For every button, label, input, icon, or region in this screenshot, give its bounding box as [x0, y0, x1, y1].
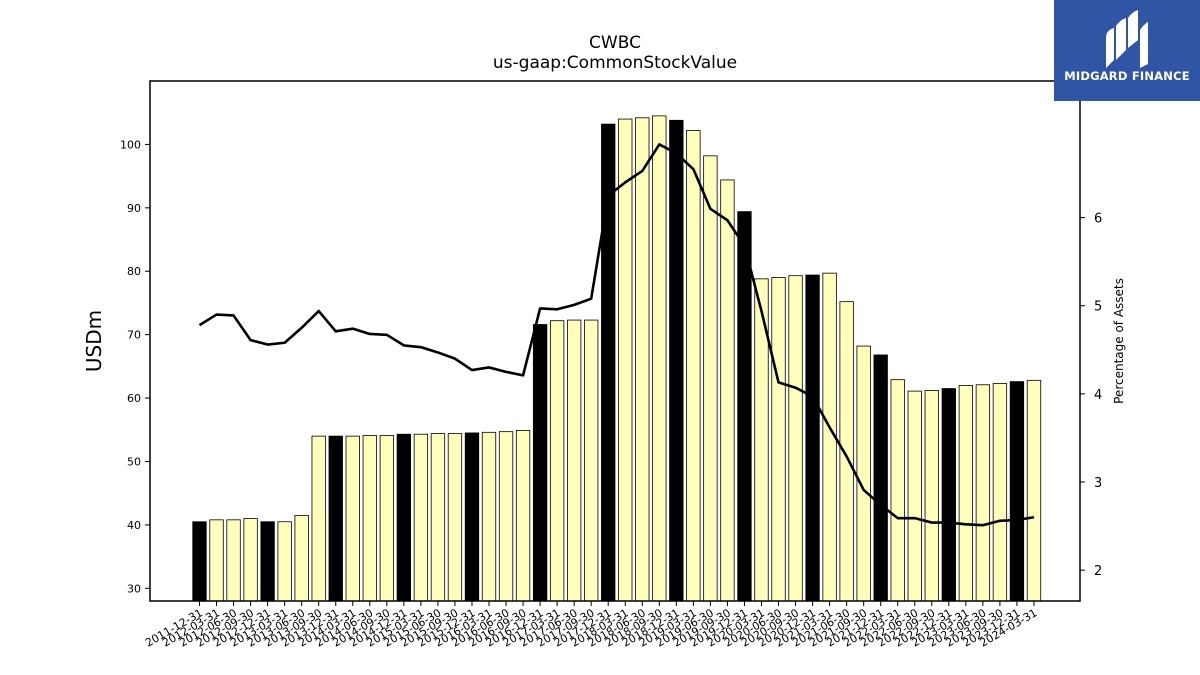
bar	[941, 388, 956, 602]
bar	[1009, 381, 1025, 602]
bar	[345, 435, 360, 602]
y-tick-label: 80	[127, 265, 141, 278]
bar	[618, 118, 633, 602]
bar	[430, 433, 446, 602]
bar	[328, 435, 343, 602]
bar	[481, 431, 497, 602]
bar	[669, 119, 684, 602]
y-tick-label: 90	[127, 202, 141, 215]
bar	[805, 274, 820, 602]
bar	[890, 379, 905, 602]
bar	[311, 435, 326, 602]
bar	[703, 155, 718, 602]
y2-tick-label: 2	[1094, 564, 1102, 579]
bar	[243, 518, 258, 602]
bar	[515, 430, 531, 602]
bar	[549, 320, 565, 602]
y2-tick-label: 3	[1094, 476, 1102, 491]
bar	[567, 319, 582, 602]
y-tick-label: 70	[127, 329, 141, 342]
percentage-line	[198, 143, 1035, 527]
y-tick-label: 40	[127, 519, 141, 532]
bar	[379, 435, 394, 602]
bar	[873, 354, 888, 602]
plot-frame	[149, 80, 1081, 602]
line-group	[198, 143, 1035, 527]
bar	[447, 433, 463, 602]
bar	[396, 433, 412, 602]
bar	[209, 519, 224, 602]
bar	[464, 432, 480, 602]
right-axis: 2 3 4 5 6	[1080, 212, 1102, 579]
bar	[771, 277, 786, 602]
bar	[498, 431, 514, 602]
bar	[924, 390, 939, 602]
brand-name: MIDGARD FINANCE	[1064, 69, 1190, 83]
x-axis: 2011-12-312012-03-312012-06-302012-09-30…	[143, 601, 1039, 650]
bar	[260, 521, 275, 602]
bar	[788, 275, 803, 602]
y-tick-label: 60	[127, 392, 141, 405]
chart-subtitle: us-gaap:CommonStockValue	[493, 53, 737, 73]
bar	[226, 519, 241, 602]
bar	[907, 390, 922, 602]
bar	[686, 130, 701, 602]
bar	[958, 384, 973, 602]
bar	[992, 383, 1008, 602]
y-tick-label: 100	[120, 138, 141, 151]
bar	[413, 433, 429, 602]
bar	[635, 117, 650, 602]
brand-logo: MIDGARD FINANCE	[1054, 0, 1200, 101]
y2-axis-label: Percentage of Assets	[1112, 278, 1126, 404]
y-axis-label: USDm	[82, 310, 106, 372]
y2-tick-label: 6	[1094, 212, 1102, 227]
bar	[856, 345, 871, 602]
bar	[1026, 379, 1042, 602]
bar	[362, 435, 377, 602]
bar	[737, 211, 752, 602]
bar	[839, 301, 854, 602]
bar	[294, 514, 309, 602]
bar	[277, 521, 292, 602]
bar	[975, 384, 991, 602]
y-tick-label: 50	[127, 455, 141, 468]
bar	[720, 179, 735, 602]
left-axis: 30 40 50 60 70 80 90 100	[120, 138, 150, 595]
bar	[584, 319, 599, 602]
bar	[192, 521, 207, 602]
bar	[532, 324, 548, 602]
y2-tick-label: 4	[1094, 388, 1102, 403]
bar	[652, 115, 667, 602]
y2-tick-label: 5	[1094, 300, 1102, 315]
midgard-logo-icon	[1106, 10, 1148, 68]
y-tick-label: 30	[127, 582, 141, 595]
chart-title: CWBC	[589, 33, 641, 53]
